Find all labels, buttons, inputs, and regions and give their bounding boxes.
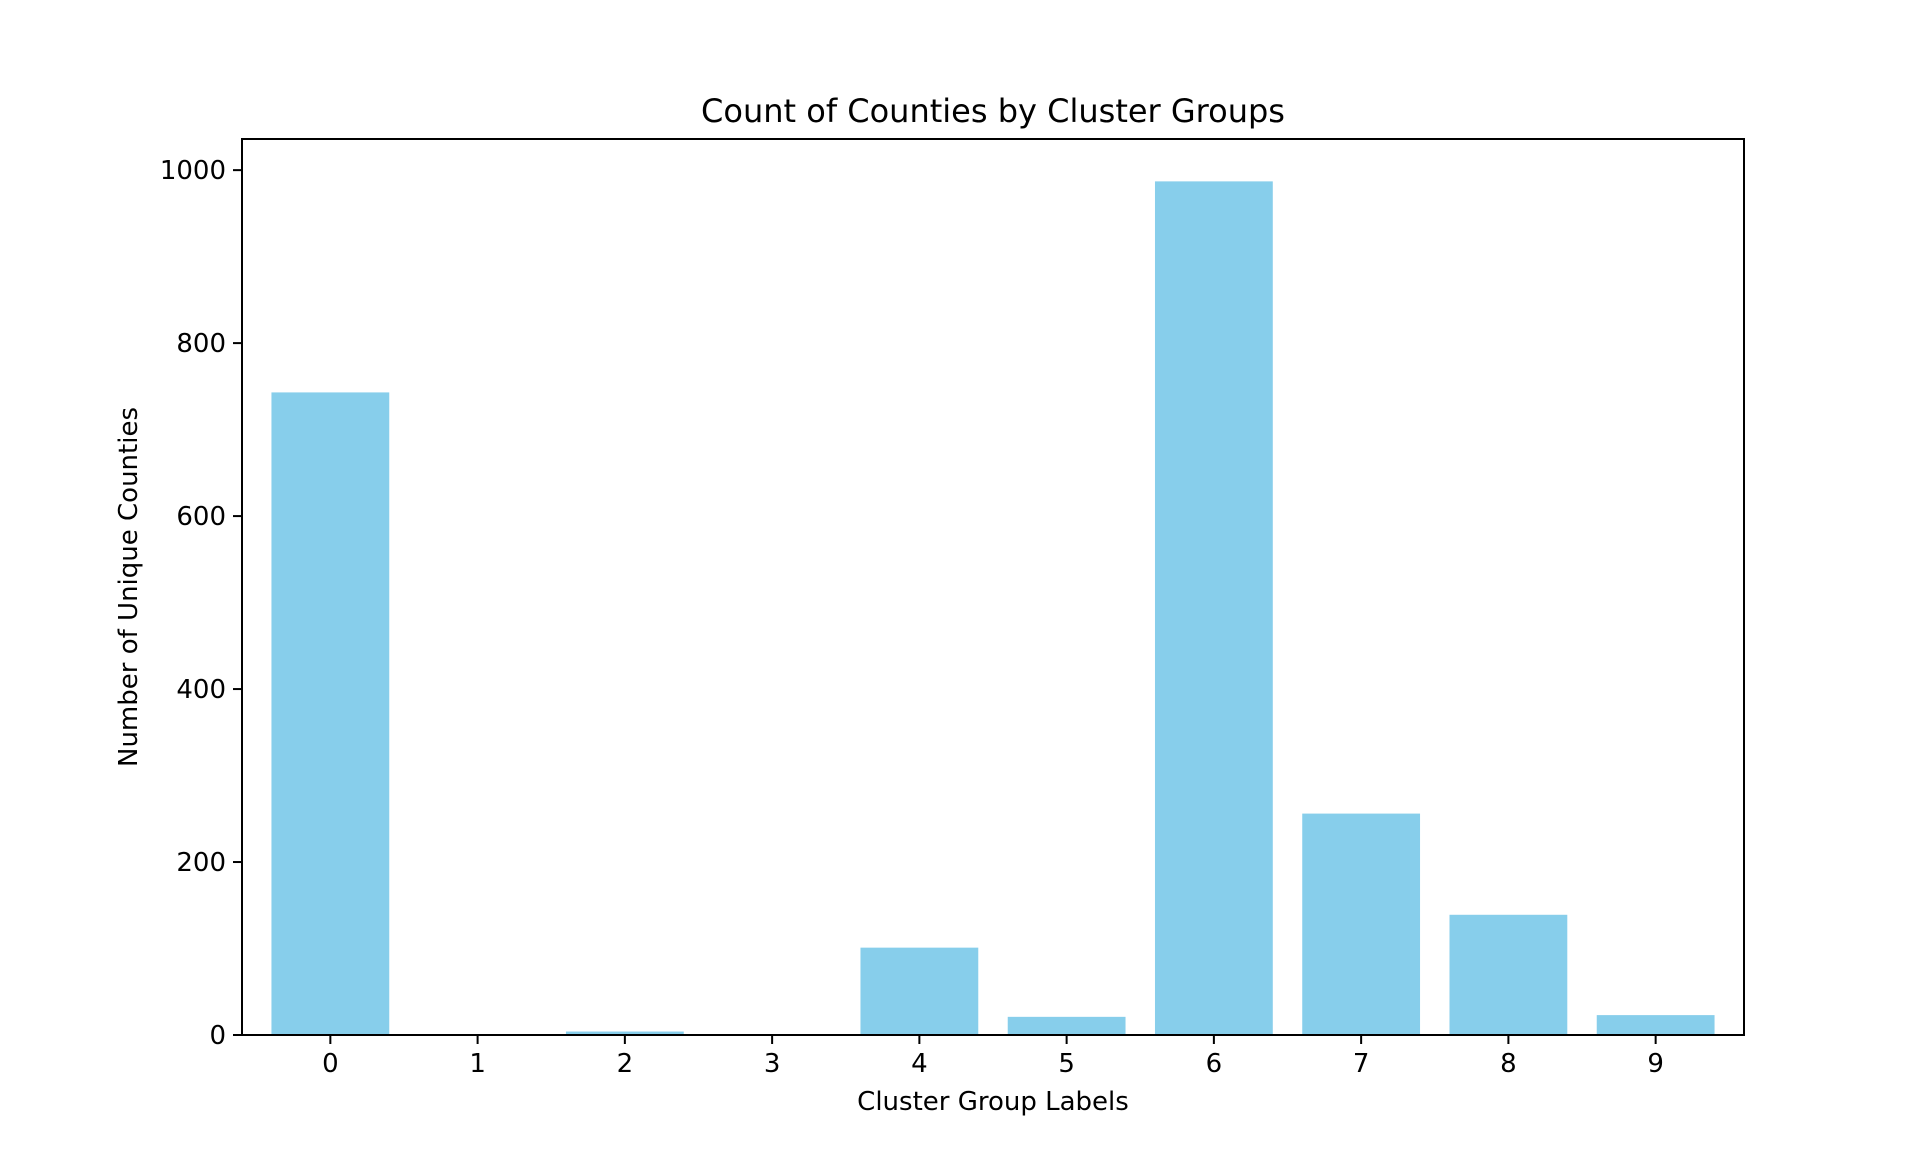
x-tick-label: 4 [911,1049,928,1079]
y-tick-label: 0 [209,1021,226,1051]
chart-title: Count of Counties by Cluster Groups [701,92,1285,130]
x-tick-label: 6 [1206,1049,1223,1079]
y-axis: 0 200 400 600 800 1000 [160,156,242,1051]
x-tick-label: 8 [1500,1049,1517,1079]
y-tick-label: 200 [176,848,226,878]
x-tick-label: 0 [322,1049,339,1079]
y-tick-label: 600 [176,502,226,532]
x-tick-label: 1 [469,1049,486,1079]
plot-frame [241,138,1745,1036]
y-axis-label: Number of Unique Counties [114,407,144,767]
bar-6 [1154,181,1273,1036]
bars-group [271,181,1715,1036]
x-axis: 0 1 2 3 4 5 6 7 8 9 [322,1035,1664,1079]
y-tick-label: 800 [176,329,226,359]
bar-4 [860,947,979,1035]
bar-0 [271,392,390,1035]
x-tick-label: 7 [1353,1049,1370,1079]
bar-8 [1449,914,1568,1035]
x-axis-label: Cluster Group Labels [857,1087,1129,1117]
bar-5 [1007,1016,1126,1035]
x-tick-label: 3 [764,1049,781,1079]
bar-9 [1596,1015,1715,1035]
y-tick-label: 1000 [160,156,226,186]
x-tick-label: 5 [1058,1049,1075,1079]
bar-7 [1302,813,1421,1035]
x-tick-label: 9 [1647,1049,1664,1079]
bar-2 [565,1031,684,1035]
y-tick-label: 400 [176,675,226,705]
x-tick-label: 2 [617,1049,634,1079]
